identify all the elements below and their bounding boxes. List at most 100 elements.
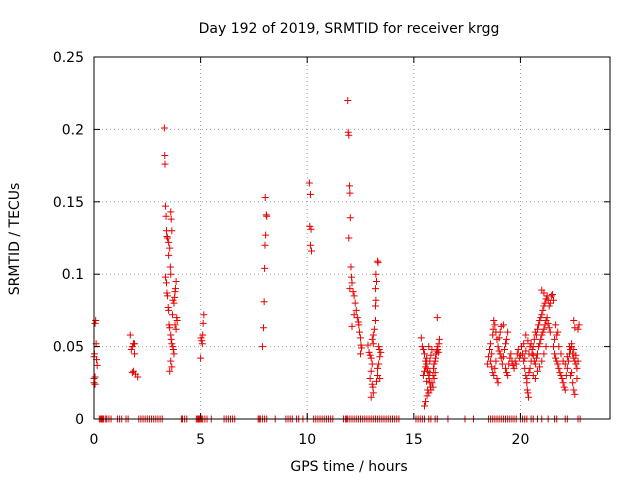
axis-ticks [93,56,610,420]
data-point [561,360,569,368]
data-point [536,340,544,348]
data-point [520,340,528,348]
data-point [537,314,545,322]
data-point [134,373,142,381]
data-point [417,334,425,342]
data-point [433,314,441,322]
data-point [367,393,375,401]
data-point [164,234,172,242]
data-point [368,380,376,388]
data-point [541,321,549,329]
data-point [128,369,136,377]
data-point [344,96,352,104]
data-point [569,379,577,387]
data-point [373,377,381,385]
data-point [512,360,520,368]
data-point [520,357,528,365]
data-point [532,354,540,362]
data-point [346,189,354,197]
data-point [499,353,507,361]
data-point [545,324,553,332]
data-point [307,247,315,255]
data-point [426,357,434,365]
data-point [167,215,175,223]
data-point [529,351,537,359]
data-point [420,350,428,358]
x-tick-label: 15 [405,432,423,448]
data-point [488,350,496,358]
data-point [574,357,582,365]
data-point [426,369,434,377]
y-axis-label: SRMTID / TECUs [7,183,23,296]
data-point [350,311,358,319]
data-point [493,374,501,382]
data-point [163,233,171,241]
data-point [368,335,376,343]
data-point [496,328,504,336]
data-point [483,360,491,368]
data-point [523,374,531,382]
data-point [353,314,361,322]
data-point [523,386,531,394]
data-point [352,306,360,314]
data-point [367,367,375,375]
data-point [551,350,559,358]
data-point [93,361,101,369]
data-point [488,363,496,371]
data-point [551,335,559,343]
data-point [430,374,438,382]
data-point [486,345,494,353]
data-point [559,379,567,387]
data-point [571,390,579,398]
data-point [160,124,168,132]
data-point [549,296,557,304]
data-point [545,302,553,310]
data-point [538,311,546,319]
x-tick-label: 5 [196,432,205,448]
data-point [560,383,568,391]
data-point [538,331,546,339]
data-point [307,225,315,233]
x-axis-label: GPS time / hours [290,459,407,475]
data-point [555,364,563,372]
data-point [167,270,175,278]
data-point [540,325,548,333]
data-point [553,357,561,365]
data-point [536,363,544,371]
data-point [510,364,518,372]
x-tick-label: 10 [298,432,316,448]
data-point [306,222,314,230]
data-point [345,234,353,242]
y-tick-label: 0.1 [62,267,84,283]
data-point [348,279,356,287]
data-point [548,290,556,298]
data-point [528,345,536,353]
data-point [167,335,175,343]
data-point [163,289,171,297]
data-point [198,337,206,345]
data-point [91,380,99,388]
data-point [364,341,372,349]
data-point [503,369,511,377]
data-point [261,264,269,272]
data-point [306,191,314,199]
data-point [573,374,581,382]
data-point [538,357,546,365]
data-point [377,348,385,356]
data-point [490,317,498,325]
data-point [367,354,375,362]
data-point [569,350,577,358]
x-tick-label: 20 [512,432,530,448]
data-point [563,353,571,361]
data-point [509,361,517,369]
data-point [374,364,382,372]
data-point [92,317,100,325]
data-point [423,354,431,362]
data-point [561,386,569,394]
data-point [127,345,135,353]
data-point [357,350,365,358]
data-point [168,340,176,348]
data-point [570,386,578,394]
data-point [530,335,538,343]
